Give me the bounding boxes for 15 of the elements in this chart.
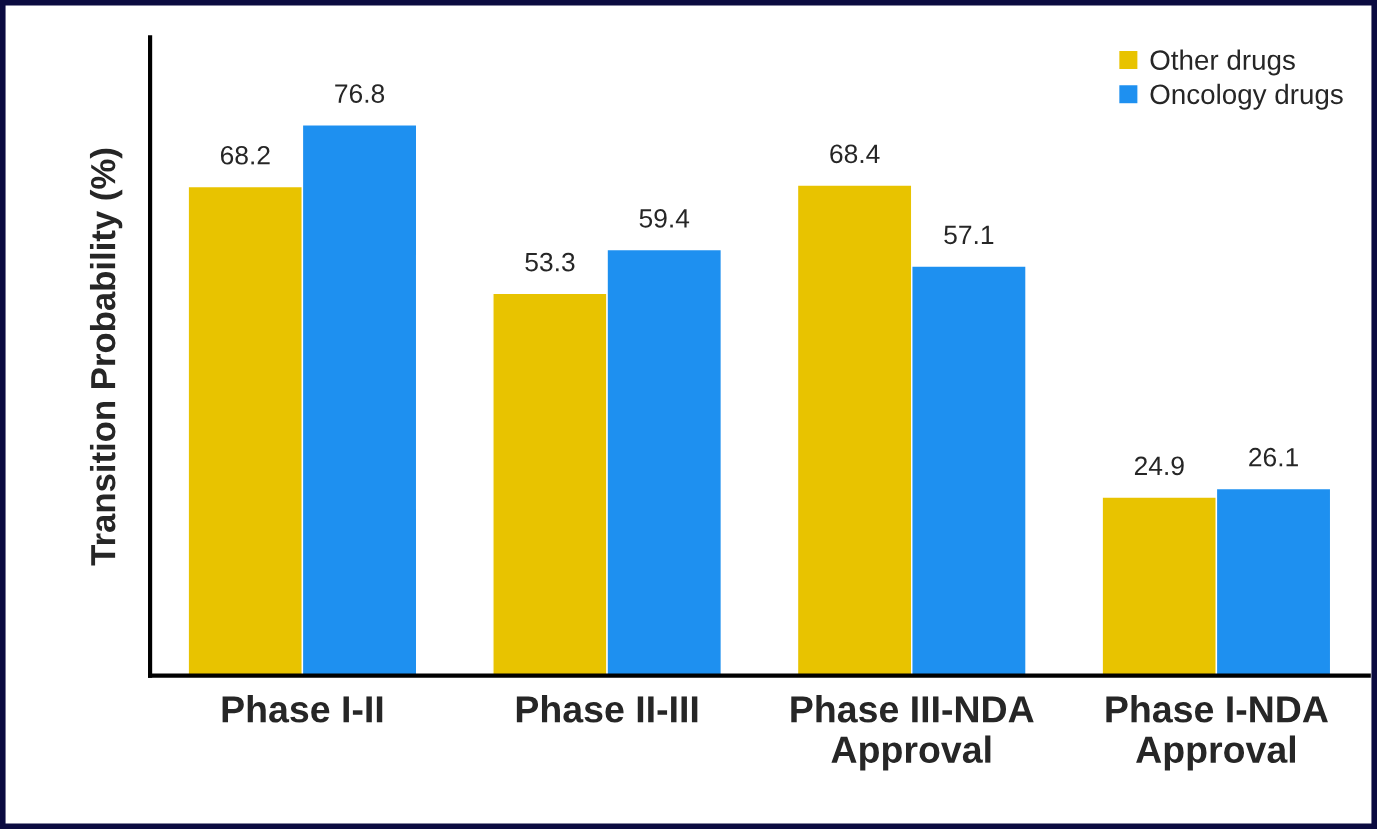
y-axis-title: Transition Probability (%)	[89, 148, 123, 566]
data-label: 53.3	[525, 252, 575, 272]
data-label: 24.9	[1134, 456, 1184, 476]
data-label: 68.4	[830, 144, 880, 164]
data-label: 68.2	[220, 145, 270, 165]
legend-label: Other drugs	[1150, 49, 1295, 76]
x-tick-label: Phase I-NDA Approval	[1106, 695, 1328, 771]
data-label: 26.1	[1249, 447, 1298, 467]
data-label: 57.1	[944, 225, 994, 245]
legend-label: Oncology drugs	[1150, 83, 1343, 110]
x-tick-label: Phase I-II	[222, 695, 383, 723]
x-tick-label: Phase II-III	[516, 695, 698, 723]
data-label: 76.8	[335, 84, 385, 103]
x-tick-label: Phase III-NDA Approval	[791, 695, 1034, 771]
data-label: 59.4	[639, 209, 690, 228]
